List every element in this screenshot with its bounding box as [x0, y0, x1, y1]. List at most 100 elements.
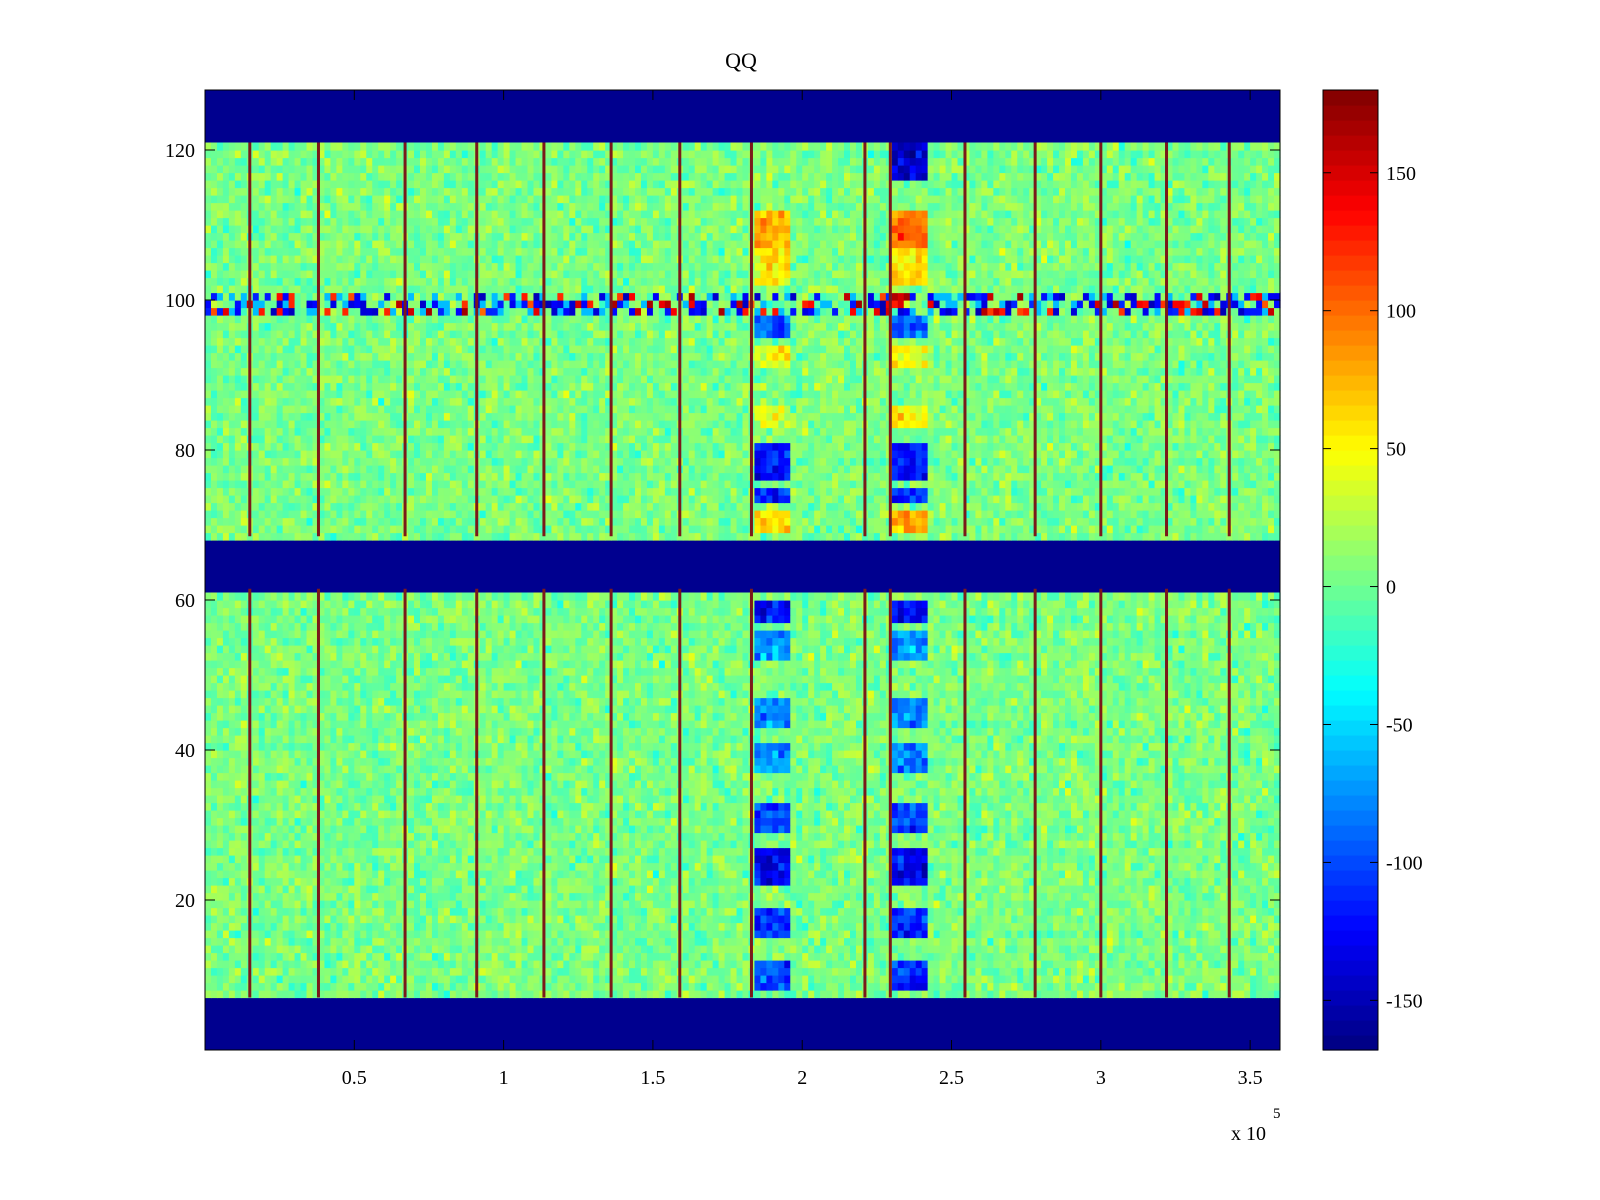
heatmap-cell — [1088, 922, 1096, 931]
heatmap-cell — [216, 967, 224, 976]
heatmap-cell — [975, 937, 982, 946]
heatmap-cell — [330, 975, 337, 984]
heatmap-cell — [384, 832, 391, 841]
heatmap-cell — [599, 832, 606, 841]
heatmap-cell — [276, 900, 284, 909]
heatmap-cell — [742, 810, 750, 819]
heatmap-cell — [850, 810, 857, 819]
heatmap-cell — [306, 945, 314, 954]
heatmap-cell — [390, 885, 397, 894]
heatmap-cell — [503, 975, 511, 984]
heatmap-cell — [760, 907, 767, 916]
heatmap-cell — [276, 877, 284, 886]
heatmap-cell — [366, 982, 373, 991]
heatmap-cell — [981, 967, 988, 976]
heatmap-cell — [503, 952, 511, 961]
heatmap-cell — [390, 847, 397, 856]
heatmap-cell — [1262, 975, 1269, 984]
heatmap-cell — [909, 795, 917, 804]
heatmap-cell — [1184, 922, 1192, 931]
heatmap-cell — [1208, 915, 1215, 924]
heatmap-cell — [993, 810, 1000, 819]
heatmap-cell — [844, 885, 851, 894]
heatmap-cell — [408, 945, 415, 954]
heatmap-cell — [455, 825, 463, 834]
heatmap-cell — [384, 877, 391, 886]
heatmap-cell — [240, 885, 248, 894]
heatmap-cell — [425, 982, 433, 991]
heatmap-cell — [306, 862, 314, 871]
heatmap-cell — [324, 900, 332, 909]
heatmap-cell — [420, 975, 427, 984]
heatmap-cell — [640, 795, 648, 804]
heatmap-cell — [629, 915, 636, 924]
heatmap-cell — [826, 922, 833, 931]
heatmap-cell — [491, 855, 499, 864]
heatmap-cell — [228, 787, 236, 796]
heatmap-cell — [1076, 862, 1084, 871]
heatmap-cell — [1154, 862, 1162, 871]
heatmap-cell — [533, 855, 541, 864]
heatmap-cell — [581, 802, 588, 811]
heatmap-cell — [987, 855, 994, 864]
heatmap-cell — [1154, 817, 1162, 826]
heatmap-cell — [760, 795, 767, 804]
heatmap-cell — [1005, 960, 1012, 969]
heatmap-cell — [1070, 915, 1078, 924]
heatmap-cell — [784, 930, 791, 939]
heatmap-cell — [306, 960, 314, 969]
heatmap-cell — [712, 877, 720, 886]
heatmap-cell — [252, 885, 260, 894]
heatmap-cell — [736, 990, 744, 999]
heatmap-cell — [855, 795, 863, 804]
heatmap-cell — [1250, 862, 1257, 871]
heatmap-cell — [832, 892, 839, 901]
heatmap-cell — [1053, 855, 1060, 864]
heatmap-cell — [605, 975, 612, 984]
heatmap-cell — [491, 825, 499, 834]
heatmap-cell — [581, 847, 588, 856]
heatmap-cell — [234, 855, 242, 864]
heatmap-cell — [1065, 817, 1072, 826]
heatmap-cell — [1250, 892, 1257, 901]
heatmap-cell — [264, 907, 272, 916]
heatmap-cell — [718, 870, 726, 879]
heatmap-cell — [443, 795, 451, 804]
heatmap-cell — [629, 817, 636, 826]
heatmap-cell — [503, 885, 511, 894]
heatmap-cell — [611, 817, 618, 826]
heatmap-cell — [390, 952, 397, 961]
heatmap-cell — [796, 885, 803, 894]
heatmap-cell — [1172, 870, 1180, 879]
heatmap-cell — [521, 885, 529, 894]
heatmap-cell — [694, 855, 702, 864]
heatmap-cell — [736, 930, 744, 939]
heatmap-cell — [652, 907, 660, 916]
heatmap-cell — [969, 945, 977, 954]
heatmap-cell — [324, 967, 332, 976]
heatmap-cell — [826, 847, 833, 856]
heatmap-cell — [700, 967, 708, 976]
heatmap-cell — [270, 840, 278, 849]
heatmap-cell — [1244, 855, 1251, 864]
heatmap-cell — [252, 810, 260, 819]
heatmap-cell — [378, 795, 385, 804]
heatmap-cell — [336, 952, 343, 961]
heatmap-cell — [897, 975, 905, 984]
heatmap-cell — [939, 900, 947, 909]
heatmap-cell — [855, 877, 863, 886]
heatmap-cell — [1059, 795, 1066, 804]
heatmap-cell — [551, 832, 558, 841]
heatmap-cell — [969, 862, 977, 871]
heatmap-cell — [1088, 937, 1096, 946]
heatmap-cell — [664, 937, 672, 946]
heatmap-cell — [1130, 907, 1138, 916]
heatmap-cell — [348, 907, 355, 916]
heatmap-cell — [1029, 982, 1036, 991]
heatmap-cell — [557, 982, 564, 991]
heatmap-cell — [599, 930, 606, 939]
heatmap-cell — [587, 930, 594, 939]
heatmap-cell — [808, 832, 815, 841]
heatmap-cell — [599, 862, 606, 871]
heatmap-cell — [258, 817, 266, 826]
